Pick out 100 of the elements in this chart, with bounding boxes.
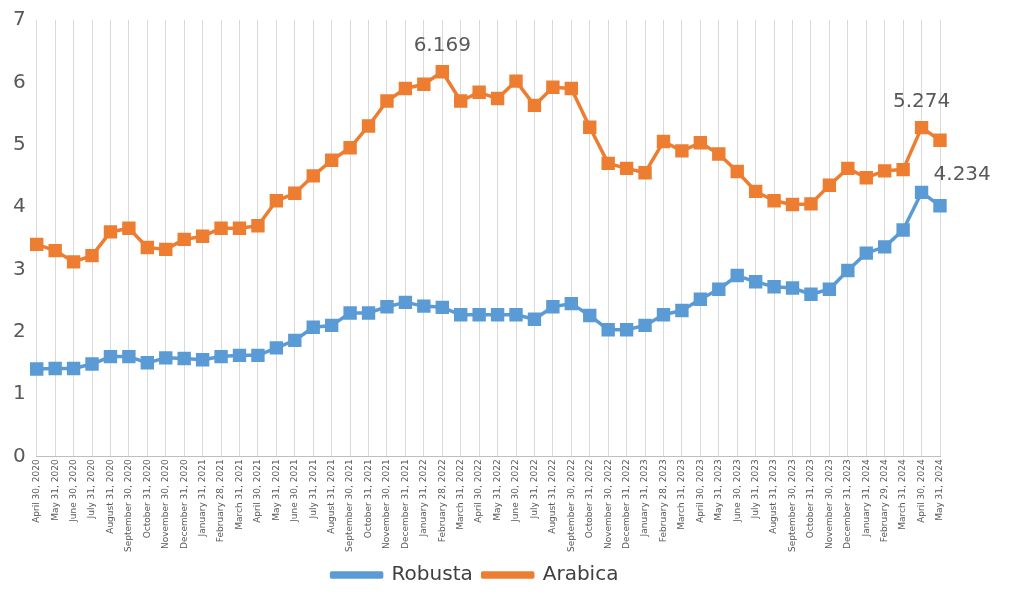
point [122,221,136,235]
x-tick-label: March 31, 2024 [897,459,908,530]
point [748,275,763,289]
y-tick-label: 1 [12,380,26,405]
point [785,197,800,212]
point [619,161,634,176]
point [195,229,210,243]
x-tick-label: August 31, 2020 [104,459,115,534]
y-tick-label: 4 [12,193,26,218]
point [638,166,652,180]
point [288,333,302,348]
x-tick-label: April 30, 2023 [694,459,705,523]
point [159,351,173,365]
point [638,318,652,333]
x-tick-label: October 31, 2022 [584,459,595,539]
point [822,178,837,192]
point [748,184,763,199]
point [30,237,44,252]
point [435,65,449,79]
point [546,300,560,314]
point [619,323,634,337]
point [122,349,136,364]
point [914,185,929,200]
x-tick-label: October 31, 2020 [141,459,152,539]
x-tick-label: May 31, 2022 [491,459,502,521]
point [66,361,81,376]
x-tick-label: April 30, 2020 [31,459,42,523]
point [693,136,708,150]
point [601,323,615,337]
point [712,147,726,161]
legend-label: Robusta [391,561,473,586]
point [896,162,910,177]
point [859,171,873,185]
x-tick-label: April 30, 2022 [473,459,484,523]
x-tick-label: January 31, 2023 [639,459,650,538]
point [232,348,247,363]
point [177,351,191,366]
point [103,349,118,364]
point [564,296,579,311]
point [140,240,155,255]
x-tick-label: May 31, 2021 [270,459,281,521]
point [380,300,394,314]
point [527,98,542,113]
point [656,308,671,322]
point [767,280,781,294]
x-tick-label: April 30, 2024 [915,459,926,523]
point [251,348,265,363]
x-tick-label: May 31, 2023 [713,459,724,521]
point [878,240,892,254]
x-tick-label: June 30, 2022 [510,459,521,523]
point [177,232,191,247]
y-tick-label: 2 [12,317,26,342]
point [564,81,579,96]
point [324,153,339,167]
point [896,223,910,237]
point [656,134,671,149]
point [103,225,118,239]
x-tick-label: December 31, 2022 [620,459,631,549]
x-tick-label: June 30, 2023 [731,459,742,523]
point [804,287,818,301]
x-tick-label: January 31, 2021 [196,459,207,538]
point [48,243,62,258]
x-tick-label: November 30, 2021 [381,459,392,550]
x-tick-label: June 30, 2020 [67,459,78,523]
x-tick-label: August 31, 2023 [768,459,779,534]
x-tick-label: October 31, 2023 [805,459,816,539]
point [306,320,320,334]
point [804,197,818,211]
point [48,361,62,376]
point [730,164,744,179]
point [583,308,597,323]
x-tick-label: November 30, 2022 [602,459,613,550]
y-tick-label: 3 [12,255,26,280]
point [85,357,99,371]
x-tick-label: March 31, 2022 [455,459,466,530]
point [398,81,413,96]
point [214,221,228,235]
x-tick-label: March 31, 2023 [676,459,687,530]
point [454,94,468,108]
x-tick-label: July 31, 2020 [86,459,97,520]
x-tick-label: May 31, 2024 [934,459,945,521]
point [288,186,302,200]
x-tick-label: February 28, 2021 [215,459,226,543]
x-tick-label: April 30, 2021 [252,459,263,523]
point [583,120,597,134]
y-tick-label: 5 [12,130,26,155]
point [269,341,284,355]
point [675,303,689,318]
point [841,161,855,176]
x-tick-label: May 31, 2020 [49,459,60,521]
y-tick-label: 0 [12,442,26,467]
x-tick-label: January 31, 2024 [860,459,871,538]
point [361,119,376,133]
x-tick-label: January 31, 2022 [418,459,429,538]
point [878,164,892,178]
x-tick-label: December 31, 2020 [178,459,189,549]
x-tick-label: December 31, 2023 [842,459,853,549]
point [472,308,486,322]
point [785,281,800,295]
x-tick-label: November 30, 2020 [160,459,171,550]
